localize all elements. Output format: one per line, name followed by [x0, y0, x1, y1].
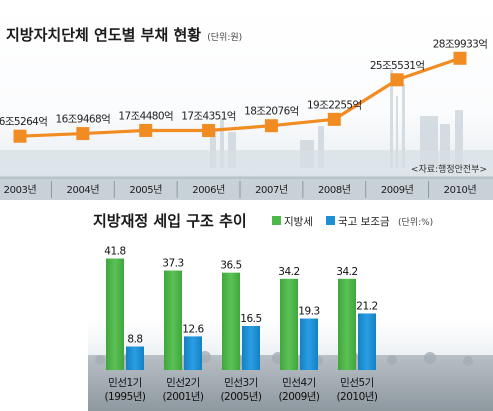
debt-marker [390, 73, 404, 87]
legend-label-subsidy: 국고 보조금 [338, 216, 390, 228]
bar-local-tax [280, 278, 298, 370]
debt-x-tick: 2003년 [4, 184, 37, 196]
bar-value-label: 8.8 [127, 334, 142, 346]
bar-category-label: 민선2기 [166, 377, 200, 389]
bar-value-label: 34.2 [278, 266, 299, 278]
legend-swatch-local-tax [272, 216, 281, 225]
legend-label-local-tax: 지방세 [284, 216, 313, 228]
bar-value-label: 34.2 [336, 266, 357, 278]
debt-marker [13, 129, 27, 143]
debt-data-label: 17조4480억 [118, 110, 173, 122]
bar-category-label: (2009년) [278, 391, 319, 403]
debt-x-tick: 2010년 [444, 184, 477, 196]
debt-x-tick: 2004년 [67, 184, 100, 196]
bar-category-label: 민선5기 [340, 377, 374, 389]
bar-value-label: 36.5 [220, 260, 241, 272]
bar-subsidy [126, 346, 144, 370]
revenue-x-axis: 민선1기 (1995년) 민선2기 (2001년) 민선3기 (2005년) 민선4기 (20… [104, 377, 378, 403]
debt-x-tick: 2009년 [381, 184, 414, 196]
bar-category-label: (2001년) [162, 391, 203, 403]
debt-marker [202, 124, 216, 138]
bar-subsidy [358, 313, 376, 370]
bar-subsidy [184, 336, 202, 370]
revenue-bar-values: 41.8 8.8 37.3 12.6 36.5 16.5 34.2 19.3 34.2 21.2 [104, 246, 378, 346]
revenue-bars [106, 258, 376, 370]
bottom-chart-unit: (단위:%) [398, 217, 433, 228]
debt-marker [76, 127, 90, 141]
debt-data-label: 25조5531억 [370, 60, 425, 72]
debt-line-series [13, 51, 467, 143]
debt-data-label: 17조4351억 [181, 111, 236, 123]
top-chart-unit: (단위:원) [207, 32, 242, 43]
bar-value-label: 21.2 [356, 300, 377, 312]
bar-value-label: 37.3 [162, 258, 183, 270]
debt-data-label: 19조2255억 [307, 99, 362, 111]
debt-marker [264, 119, 278, 133]
debt-marker [327, 112, 341, 126]
bar-local-tax [338, 278, 356, 370]
bar-local-tax [164, 270, 182, 370]
debt-x-tick: 2005년 [129, 184, 162, 196]
debt-data-labels: 16조5264억 16조9468억 17조4480억 17조4351억 18조2076억… [0, 38, 488, 128]
bar-category-label: (2005년) [220, 391, 261, 403]
debt-x-axis: 2003년 2004년 2005년 2006년 2007년 2008년 2009년 2010년 [4, 181, 477, 198]
debt-line [19, 56, 461, 138]
bar-value-label: 19.3 [298, 306, 319, 318]
bar-subsidy [242, 326, 260, 370]
debt-marker [453, 51, 467, 65]
debt-data-label: 16조9468억 [56, 114, 111, 126]
bar-category-label: 민선1기 [108, 377, 142, 389]
debt-data-label: 18조2076억 [244, 106, 299, 118]
bar-category-label: (2010년) [336, 391, 377, 403]
bar-local-tax [222, 272, 240, 370]
top-chart-source: <자료:행정안전부> [411, 163, 487, 175]
debt-x-tick: 2006년 [192, 184, 225, 196]
legend-swatch-subsidy [326, 216, 335, 225]
bar-local-tax [106, 258, 124, 370]
top-chart-title: 지방자치단체 연도별 부채 현황 [6, 26, 201, 44]
bar-category-label: 민선3기 [224, 377, 258, 389]
debt-x-tick: 2007년 [255, 184, 288, 196]
bar-value-label: 12.6 [182, 323, 204, 335]
top-chart-background [0, 0, 493, 200]
debt-marker [139, 123, 153, 137]
debt-data-label: 16조5264억 [0, 116, 47, 128]
bar-category-label: 민선4기 [282, 377, 316, 389]
bar-category-label: (1995년) [104, 391, 145, 403]
bar-value-label: 16.5 [240, 313, 261, 325]
bar-subsidy [300, 318, 318, 370]
bottom-chart-title: 지방재정 세입 구조 추이 [93, 212, 247, 230]
debt-data-label: 28조9933억 [433, 38, 488, 50]
bar-value-label: 41.8 [104, 246, 125, 258]
bar-legend: 지방세 국고 보조금 (단위:%) [272, 216, 433, 228]
debt-x-tick: 2008년 [318, 184, 351, 196]
